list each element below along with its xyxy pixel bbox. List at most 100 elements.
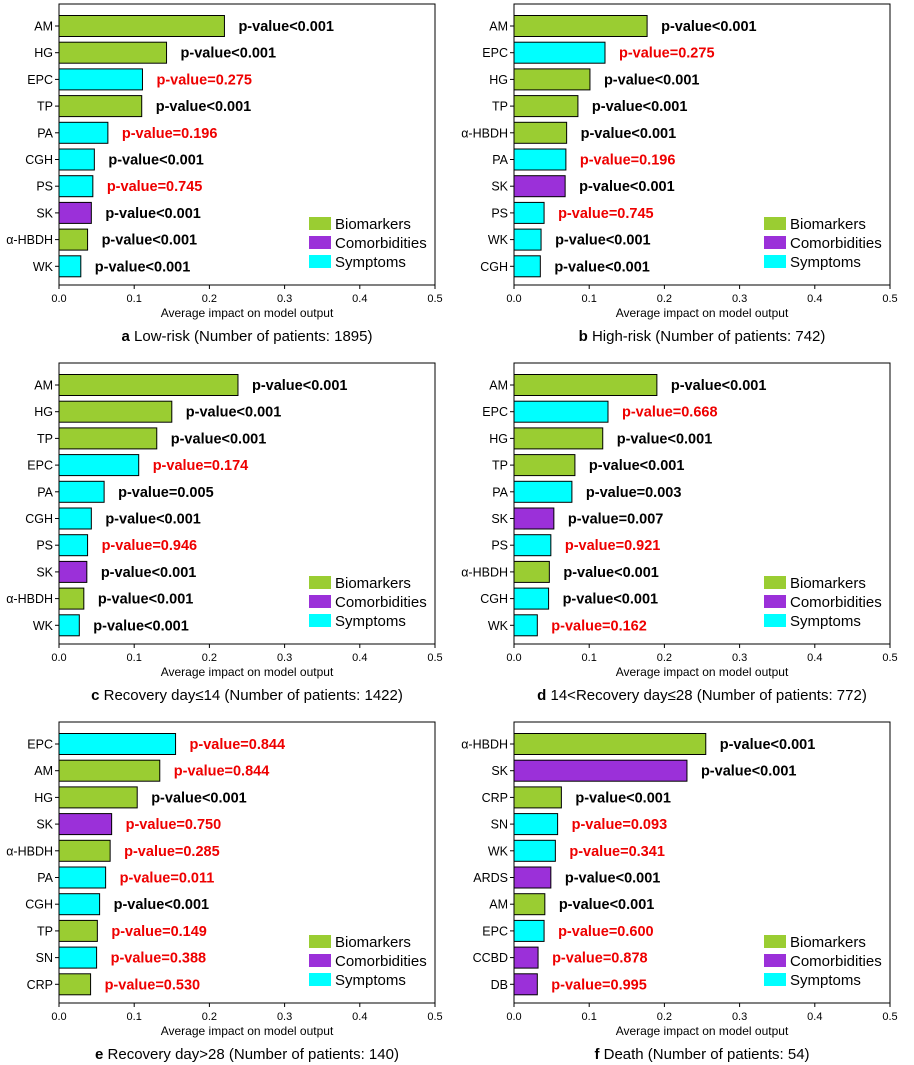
legend-label: Symptoms [335,972,406,989]
legend-swatch-symptoms [764,255,786,268]
category-label: CGH [25,153,53,167]
pvalue-label: p-value=0.750 [126,817,222,833]
x-tick-label: 0.3 [732,652,747,664]
bar-CGH [58,148,95,171]
category-label: TP [37,100,53,114]
pvalue-label: p-value=0.174 [153,458,249,474]
pvalue-label: p-value<0.001 [105,206,201,222]
x-tick-label: 0.5 [427,1011,442,1023]
bar-HG [513,68,591,91]
legend-swatch-biomarkers [764,576,786,589]
x-axis-label: Average impact on model output [161,665,334,679]
x-axis-label: Average impact on model output [616,1024,789,1038]
x-tick-label: 0.4 [352,652,367,664]
category-label: SK [491,764,508,778]
pvalue-label: p-value<0.001 [108,153,204,169]
x-tick-label: 0.0 [51,293,66,305]
category-label: TP [37,924,53,938]
legend-swatch-biomarkers [309,217,331,230]
legend-swatch-biomarkers [309,935,331,948]
pvalue-label: p-value<0.001 [171,431,267,447]
category-label: PA [37,126,53,140]
panel-letter: e [95,1046,103,1063]
bar-SK [58,201,92,224]
caption-text: Death (Number of patients: 54) [599,1046,809,1063]
pvalue-label: p-value=0.530 [105,977,201,993]
x-tick-label: 0.4 [807,652,822,664]
pvalue-label: p-value<0.001 [661,19,757,35]
category-label: PS [36,539,53,553]
pvalue-label: p-value<0.001 [252,378,348,394]
bar-CRP [58,973,92,996]
bar-AM [513,15,648,37]
x-tick-label: 0.3 [277,652,292,664]
category-label: AM [34,379,53,393]
bar-EPC [58,733,177,755]
category-label: PS [36,180,53,194]
bar-TP [513,454,576,477]
x-tick-label: 0.5 [427,293,442,305]
category-label: α-HBDH [461,738,508,752]
bar-EPC [513,41,606,64]
bar-SK [513,507,555,530]
x-tick-label: 0.0 [506,1011,521,1023]
pvalue-label: p-value=0.275 [156,72,252,88]
bar-CRP [513,786,562,809]
pvalue-label: p-value<0.001 [701,764,797,780]
category-label: TP [492,459,508,473]
category-label: HG [34,791,53,805]
bar-PS [513,201,545,224]
category-label: α-HBDH [6,592,53,606]
pvalue-label: p-value=0.878 [552,951,648,967]
legend-label: Biomarkers [790,575,866,592]
category-label: DB [491,978,508,992]
x-axis-label: Average impact on model output [616,306,789,320]
pvalue-label: p-value<0.001 [151,790,247,806]
x-tick-label: 0.0 [506,293,521,305]
panel-letter: a [122,328,131,345]
category-label: AM [489,898,508,912]
legend-label: Symptoms [335,254,406,271]
bar-SN [58,946,98,969]
x-tick-label: 0.2 [202,293,217,305]
category-label: CGH [25,512,53,526]
category-label: PA [492,485,508,499]
x-tick-label: 0.4 [352,293,367,305]
pvalue-label: p-value<0.001 [186,405,282,421]
category-label: CGH [480,592,508,606]
bar-CCBD [513,946,539,969]
pvalue-label: p-value=0.745 [107,179,203,195]
x-tick-label: 0.1 [127,652,142,664]
pvalue-label: p-value<0.001 [555,233,651,249]
bar-TP [513,95,579,118]
category-label: PS [491,539,508,553]
pvalue-label: p-value<0.001 [181,46,277,62]
category-label: AM [489,20,508,34]
x-tick-label: 0.5 [882,652,897,664]
pvalue-label: p-value<0.001 [589,458,685,474]
legend-label: Biomarkers [335,575,411,592]
pvalue-label: p-value=0.388 [111,951,207,967]
bar-PA [513,148,567,171]
x-tick-label: 0.5 [882,1011,897,1023]
category-label: PA [37,485,53,499]
bar-EPC [58,454,140,477]
category-label: SK [491,180,508,194]
category-label: PS [491,206,508,220]
bar-AM [513,893,546,916]
pvalue-label: p-value<0.001 [604,72,700,88]
legend-label: Comorbidities [790,235,882,252]
caption-text: 14<Recovery day≤28 (Number of patients: … [546,687,867,704]
legend-swatch-comorbidities [764,595,786,608]
legend-swatch-biomarkers [309,576,331,589]
legend-label: Biomarkers [790,934,866,951]
category-label: α-HBDH [461,565,508,579]
pvalue-label: p-value<0.001 [575,790,671,806]
pvalue-label: p-value<0.001 [617,431,713,447]
caption-text: High-risk (Number of patients: 742) [588,328,826,345]
bar-CGH [58,507,92,530]
legend-label: Symptoms [335,613,406,630]
pvalue-label: p-value=0.844 [190,737,286,753]
bar-HG [58,41,168,64]
